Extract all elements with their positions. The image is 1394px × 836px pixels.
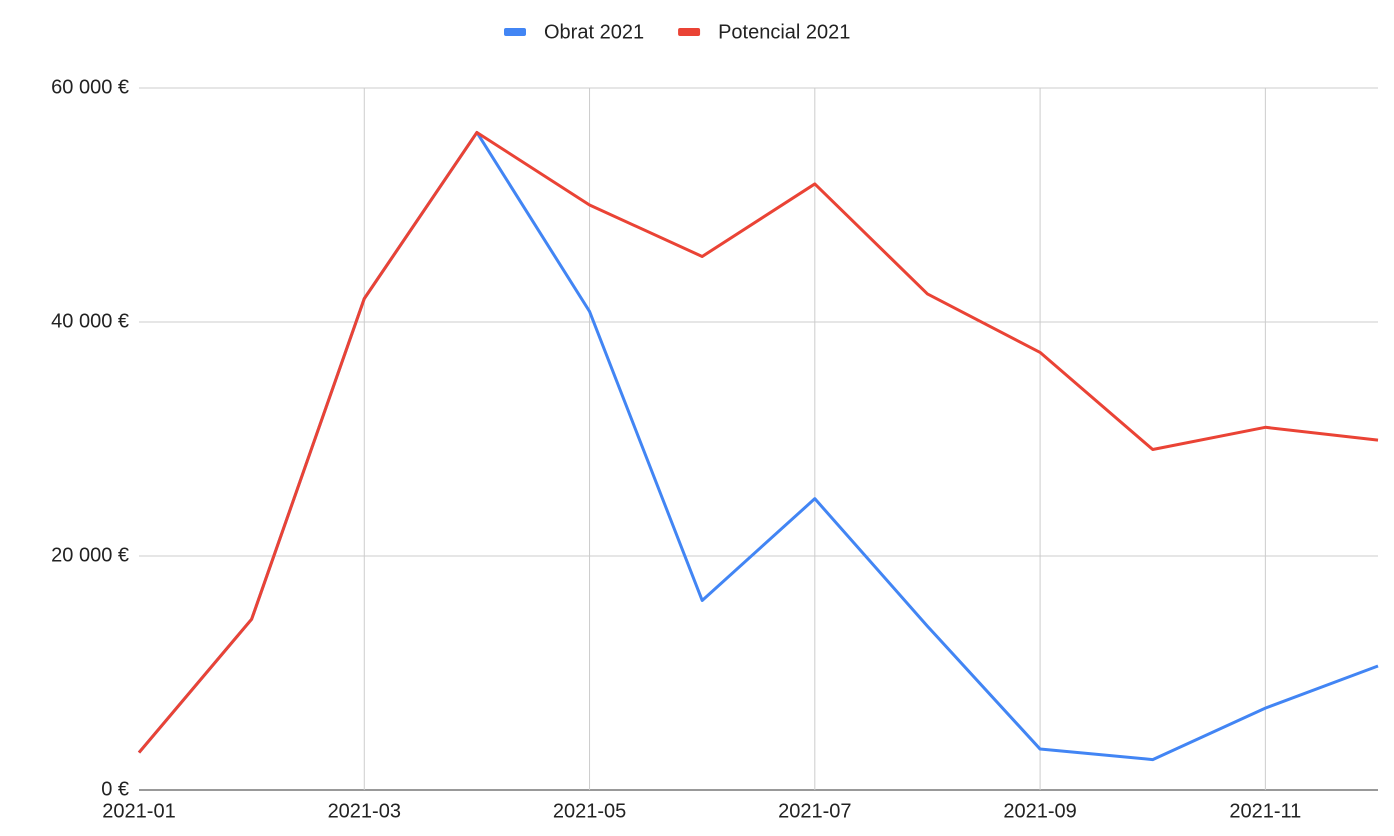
x-tick-label: 2021-01: [102, 800, 175, 822]
x-tick-label: 2021-05: [553, 800, 626, 822]
legend-swatch: [504, 28, 526, 36]
legend-label: Potencial 2021: [718, 21, 850, 43]
y-tick-label: 40 000 €: [51, 310, 129, 332]
y-tick-label: 0 €: [101, 778, 129, 800]
y-tick-label: 60 000 €: [51, 76, 129, 98]
line-series: [137, 130, 1379, 762]
legend-swatch: [678, 28, 701, 36]
x-tick-label: 2021-03: [328, 800, 401, 822]
line-series: [137, 130, 1379, 754]
x-tick-label: 2021-07: [778, 800, 851, 822]
y-tick-label: 20 000 €: [51, 544, 129, 566]
legend-label: Obrat 2021: [544, 21, 644, 43]
x-tick-label: 2021-11: [1229, 800, 1301, 822]
x-tick-label: 2021-09: [1003, 800, 1076, 822]
